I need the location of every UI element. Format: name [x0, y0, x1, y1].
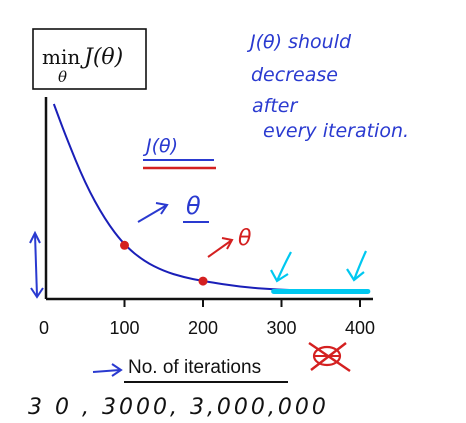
- objective-subscript-theta: θ: [58, 68, 67, 86]
- flat-arrow-right-head: [346, 268, 365, 282]
- theta-annotation-1: θ: [137, 192, 209, 223]
- note-block: J(θ) should decrease after every iterati…: [246, 31, 409, 142]
- vertical-arrow-shaft: [34, 233, 38, 297]
- arrow-to-theta-1-head: [155, 202, 169, 215]
- curve-label: J(θ): [142, 135, 178, 157]
- objective-box: min θ J(θ): [32, 28, 147, 90]
- vertical-double-arrow: [29, 230, 44, 299]
- theta-label-1: θ: [186, 192, 201, 220]
- x-axis-label: No. of iterations: [128, 357, 261, 378]
- highlighted-points: [120, 240, 208, 286]
- note-line-2: decrease: [251, 64, 338, 86]
- flat-region-arrows: [270, 250, 367, 283]
- highlight-point-200: [198, 276, 208, 286]
- objective-box-frame: [32, 28, 147, 90]
- x-tick-label-100: 100: [109, 318, 139, 338]
- xlabel-arrow-shaft: [92, 369, 121, 373]
- x-tick-label-200: 200: [188, 318, 218, 338]
- arrow-to-theta-1: [137, 204, 168, 223]
- bottom-iteration-counts: 3 0 , 3000, 3,000,000: [28, 395, 329, 420]
- xlabel-arrow-head: [111, 363, 123, 377]
- note-line-4: every iteration.: [263, 120, 409, 142]
- axes: [44, 97, 373, 301]
- vertical-arrow-bottom-head: [30, 287, 44, 299]
- x-ticks: 0 100 200 300 400: [39, 299, 375, 338]
- x-tick-label-300: 300: [266, 318, 296, 338]
- arrow-to-theta-2: [207, 239, 233, 258]
- objective-min-text: min: [42, 45, 80, 69]
- vertical-arrow-top-head: [29, 230, 41, 244]
- highlight-point-100: [120, 240, 129, 250]
- flat-arrow-right: [352, 250, 367, 281]
- theta-label-2: θ: [238, 226, 252, 251]
- note-line-3: after: [252, 95, 298, 117]
- crossed-theta-oval: [312, 345, 342, 367]
- objective-function-text: J(θ): [80, 45, 123, 70]
- flat-arrow-left: [275, 251, 292, 282]
- crossed-theta-mark: [308, 342, 351, 372]
- cross-line-2: [310, 342, 347, 371]
- note-line-1: J(θ) should: [246, 31, 352, 53]
- x-axis-label-group: No. of iterations: [92, 357, 288, 383]
- curve-label-group: J(θ): [142, 135, 216, 170]
- arrow-to-theta-2-head: [221, 237, 234, 250]
- x-tick-label-400: 400: [345, 318, 375, 338]
- x-tick-label-0: 0: [39, 318, 49, 338]
- theta-annotation-2: θ: [207, 226, 252, 258]
- flat-arrow-left-head: [270, 269, 289, 283]
